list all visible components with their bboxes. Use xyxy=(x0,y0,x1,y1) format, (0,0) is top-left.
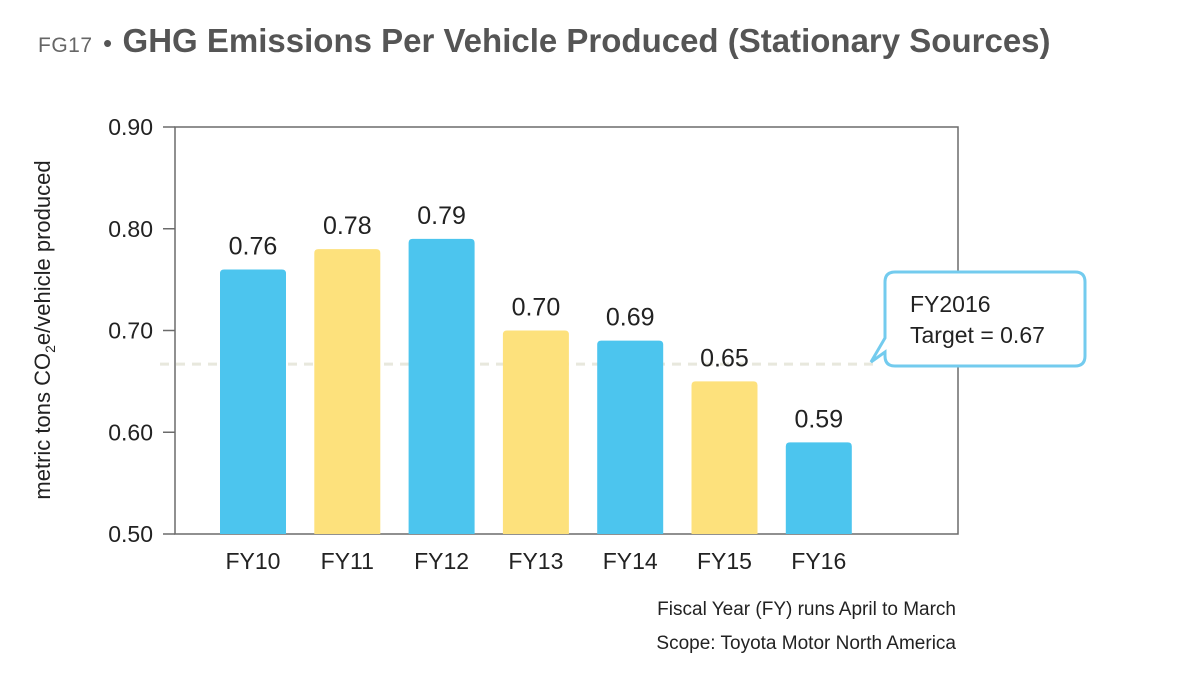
target-callout-line2: Target = 0.67 xyxy=(910,322,1045,348)
data-label-fy10: 0.76 xyxy=(229,232,278,260)
bar-fy10 xyxy=(220,269,286,534)
y-tick-label: 0.50 xyxy=(108,521,153,547)
y-tick-label: 0.90 xyxy=(108,114,153,140)
title-text: GHG Emissions Per Vehicle Produced (Stat… xyxy=(122,22,1051,59)
data-label-fy14: 0.69 xyxy=(606,304,655,332)
bar-fy12 xyxy=(408,238,475,535)
x-tick-label-fy12: FY12 xyxy=(414,548,469,574)
data-label-fy16: 0.59 xyxy=(794,405,843,433)
bar-fy14 xyxy=(597,340,664,534)
x-tick-label-fy15: FY15 xyxy=(697,548,752,574)
x-tick-label-fy10: FY10 xyxy=(226,548,281,574)
bar-fy15 xyxy=(691,381,758,534)
x-tick-label-fy13: FY13 xyxy=(508,548,563,574)
target-callout: FY2016 Target = 0.67 xyxy=(869,270,1087,368)
y-tick-label: 0.70 xyxy=(108,318,153,344)
x-tick-label-fy14: FY14 xyxy=(603,548,658,574)
bar-fy16 xyxy=(785,442,852,534)
data-label-fy13: 0.70 xyxy=(512,294,561,322)
labels-group: 0.76 FY10 0.78 FY11 0.79 FY12 0.70 FY13 0.69 FY14… xyxy=(226,202,847,574)
bar-fy11 xyxy=(314,249,381,534)
y-tick-label: 0.60 xyxy=(108,419,153,445)
fiscal-year-note: Fiscal Year (FY) runs April to March xyxy=(657,599,956,620)
scope-note: Scope: Toyota Motor North America xyxy=(656,633,956,654)
y-tick-label: 0.80 xyxy=(108,216,153,242)
bars-group xyxy=(220,238,852,535)
x-tick-label-fy16: FY16 xyxy=(791,548,846,574)
title-bullet: • xyxy=(102,28,113,58)
target-callout-line1: FY2016 xyxy=(910,291,991,317)
bar-fy13 xyxy=(502,330,569,534)
data-label-fy12: 0.79 xyxy=(417,202,466,230)
chart-title: FG17 • GHG Emissions Per Vehicle Produce… xyxy=(38,22,1051,60)
x-tick-label-fy11: FY11 xyxy=(321,548,374,574)
target-callout-box xyxy=(869,270,1087,368)
data-label-fy15: 0.65 xyxy=(700,344,749,372)
figure-code: FG17 xyxy=(38,34,93,57)
data-label-fy11: 0.78 xyxy=(323,212,372,240)
